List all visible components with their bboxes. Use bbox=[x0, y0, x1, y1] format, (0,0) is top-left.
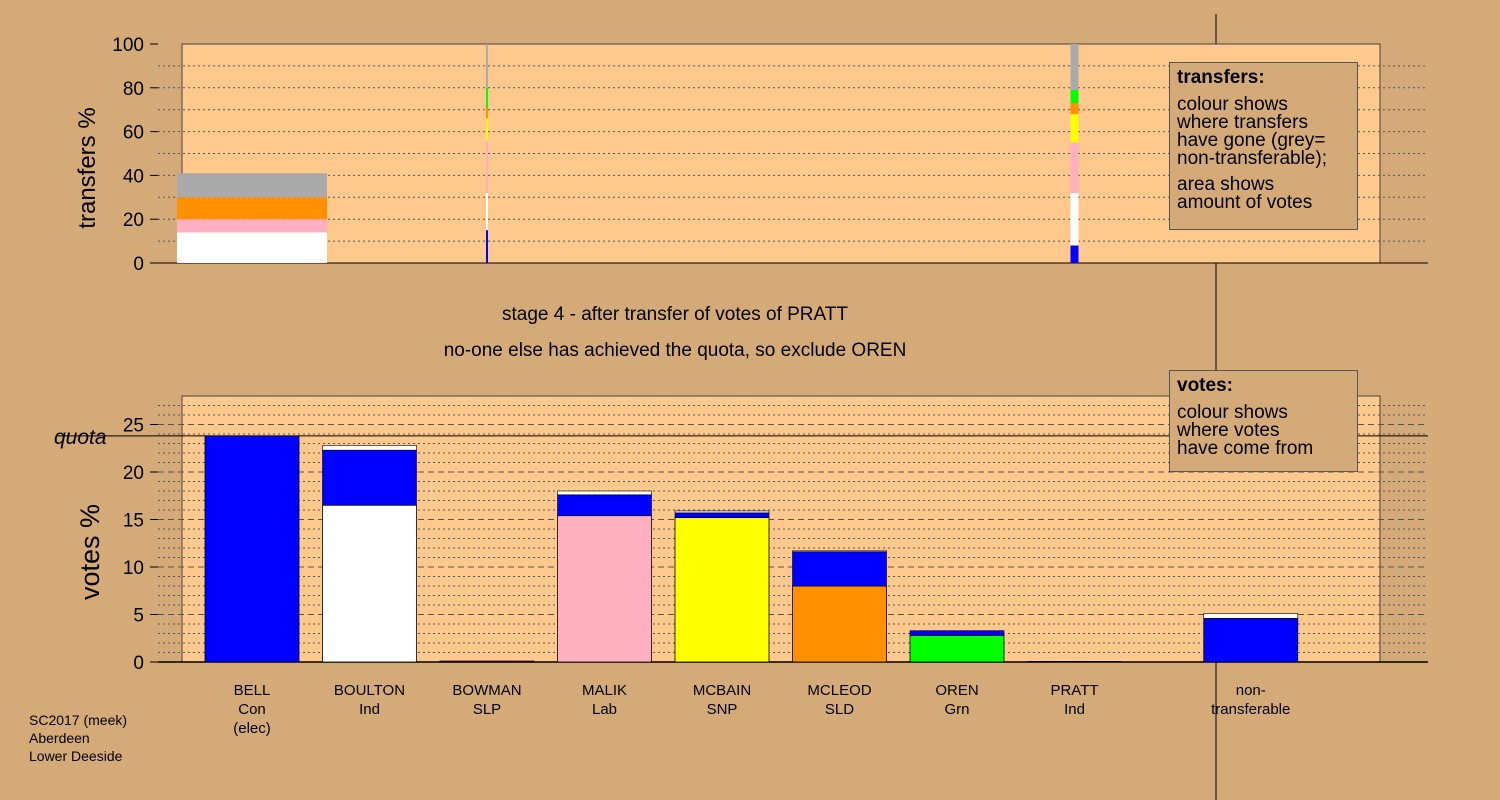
footer: SC2017 (meek) Aberdeen Lower Deeside bbox=[29, 711, 127, 765]
category-label-5: SLD bbox=[825, 701, 854, 718]
action-message: no-one else has achieved the quota, so e… bbox=[443, 340, 907, 361]
transfers-legend-title: transfers: bbox=[1177, 67, 1265, 88]
transfer-segment-Ind bbox=[1070, 192, 1079, 246]
votes-legend-title: votes: bbox=[1177, 375, 1233, 396]
votes-tick-label: 15 bbox=[123, 511, 144, 532]
vote-segment-3-2 bbox=[557, 490, 652, 496]
category-label-3: Lab bbox=[592, 701, 617, 718]
vote-segment-5-1 bbox=[792, 551, 887, 587]
votes-tick-label: 0 bbox=[133, 653, 144, 674]
transfer-segment-SLD bbox=[177, 197, 327, 220]
transfer-segment-SLD bbox=[1070, 103, 1079, 115]
vote-segment-8-1 bbox=[1203, 613, 1299, 619]
transfer-segment-Grn bbox=[486, 87, 488, 108]
category-label-1: Ind bbox=[359, 701, 380, 718]
transfer-segment-Lab bbox=[486, 140, 488, 193]
transfer-segment-Con bbox=[486, 230, 488, 263]
vote-segment-6-0 bbox=[909, 635, 1005, 663]
vote-segment-3-1 bbox=[557, 494, 652, 516]
transfers-tick-label: 60 bbox=[123, 123, 144, 144]
vote-segment-4-2 bbox=[674, 510, 770, 514]
category-label-1: BOULTON bbox=[334, 682, 405, 699]
transfers-legend-text-1: colour shows where transfers have gone (… bbox=[1177, 94, 1327, 169]
votes-legend-text: colour shows where votes have come from bbox=[1177, 402, 1314, 459]
category-label-0: Con bbox=[238, 701, 266, 718]
votes-legend: votes: colour shows where votes have com… bbox=[1169, 370, 1358, 472]
category-label-8: transferable bbox=[1211, 701, 1290, 718]
category-label-7: Ind bbox=[1064, 701, 1085, 718]
vote-segment-5-0 bbox=[792, 585, 887, 663]
quota-label: quota bbox=[54, 426, 107, 449]
vote-segment-8-0 bbox=[1203, 617, 1299, 663]
footer-line-3: Lower Deeside bbox=[29, 748, 123, 764]
transfer-segment-Lab bbox=[177, 219, 327, 233]
votes-tick-label: 10 bbox=[123, 558, 144, 579]
transfer-segment-non-transferable bbox=[1070, 44, 1079, 90]
category-label-0: BELL bbox=[234, 682, 271, 699]
transfer-segment-Lab bbox=[1070, 142, 1079, 193]
transfer-segment-Grn bbox=[1070, 89, 1079, 104]
footer-line-2: Aberdeen bbox=[29, 730, 90, 746]
transfers-tick-label: 80 bbox=[123, 79, 144, 100]
vote-segment-6-1 bbox=[909, 630, 1005, 636]
votes-tick-label: 25 bbox=[123, 416, 144, 437]
category-label-4: MCBAIN bbox=[693, 682, 751, 699]
votes-tick-label: 5 bbox=[133, 606, 144, 627]
category-label-6: OREN bbox=[935, 682, 978, 699]
vote-segment-1-0 bbox=[322, 504, 417, 663]
category-label-4: SNP bbox=[707, 701, 738, 718]
vote-segment-1-2 bbox=[322, 445, 417, 451]
transfers-tick-label: 0 bbox=[133, 254, 144, 275]
transfers-tick-label: 20 bbox=[123, 210, 144, 231]
votes-tick-label: 20 bbox=[123, 463, 144, 484]
transfers-tick-label: 40 bbox=[123, 166, 144, 187]
category-label-2: SLP bbox=[473, 701, 501, 718]
transfer-segment-non-transferable bbox=[177, 173, 327, 198]
transfers-tick-label: 100 bbox=[112, 35, 144, 56]
stage-message: stage 4 - after transfer of votes of PRA… bbox=[501, 304, 848, 325]
transfers-legend: transfers: colour shows where transfers … bbox=[1169, 62, 1358, 230]
category-label-2: BOWMAN bbox=[452, 682, 521, 699]
vote-segment-2-0 bbox=[439, 660, 535, 663]
transfer-segment-Ind bbox=[486, 192, 488, 231]
category-label-8: non- bbox=[1236, 682, 1266, 699]
transfer-segment-SNP bbox=[486, 118, 488, 141]
vote-segment-5-2 bbox=[792, 550, 887, 553]
transfer-segment-Ind bbox=[177, 232, 327, 263]
transfer-segment-non-transferable bbox=[486, 44, 488, 88]
vote-segment-4-1 bbox=[674, 512, 770, 518]
category-label-3: MALIK bbox=[582, 682, 627, 699]
category-label-6: Grn bbox=[944, 701, 969, 718]
transfers-axis-label: transfers % bbox=[74, 107, 101, 228]
vote-segment-1-1 bbox=[322, 449, 417, 506]
vote-segment-0-0 bbox=[204, 435, 300, 663]
vote-segment-4-0 bbox=[674, 517, 770, 663]
transfer-segment-SNP bbox=[1070, 114, 1079, 143]
transfer-segment-Con bbox=[1070, 245, 1079, 263]
category-label-7: PRATT bbox=[1050, 682, 1098, 699]
votes-axis-label: votes % bbox=[75, 504, 105, 600]
footer-line-1: SC2017 (meek) bbox=[29, 712, 128, 728]
category-label-5: MCLEOD bbox=[807, 682, 871, 699]
vote-segment-3-0 bbox=[557, 515, 652, 663]
category-label-0: (elec) bbox=[233, 720, 271, 737]
transfers-legend-text-2: area shows amount of votes bbox=[1177, 174, 1313, 213]
transfer-segment-SLD bbox=[486, 107, 488, 119]
